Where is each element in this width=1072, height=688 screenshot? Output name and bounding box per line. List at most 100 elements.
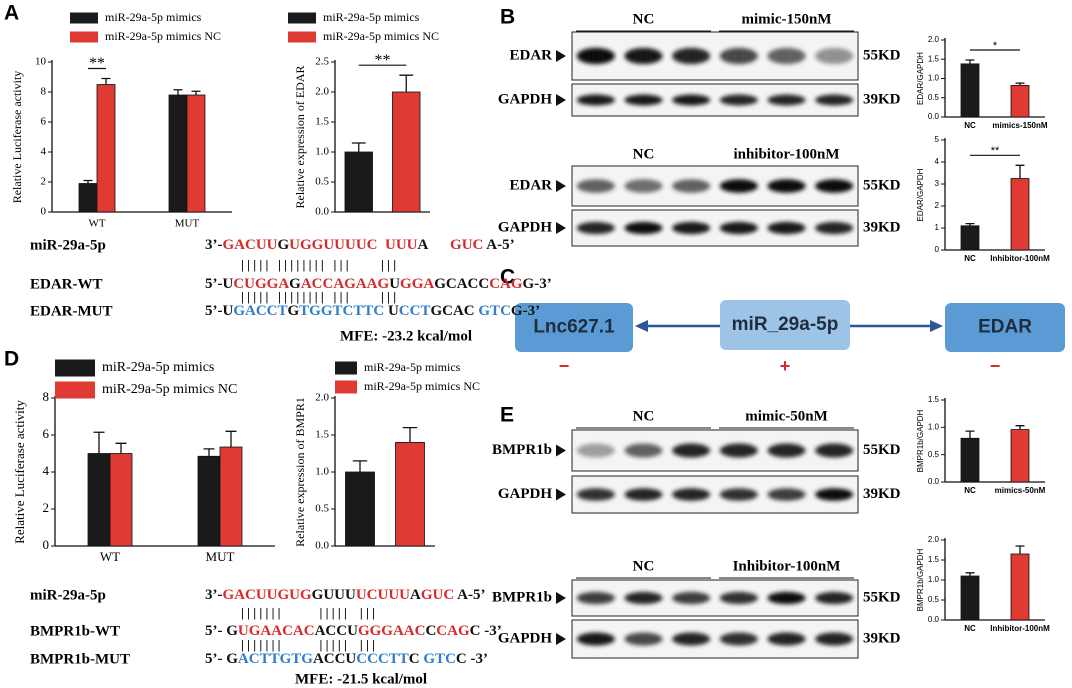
y-tick-label: 5: [935, 135, 940, 144]
blot-band: [624, 488, 663, 501]
legend-swatch: [335, 380, 357, 394]
sequence-segment: G: [278, 237, 290, 253]
panel-letter: E: [500, 404, 514, 427]
y-axis-label: Relative Luciferase activity: [12, 400, 27, 544]
y-tick-label: 1.5: [315, 116, 329, 128]
y-tick-label: 1.0: [315, 146, 329, 158]
blot-band: [767, 221, 806, 235]
x-tick-label: Inhibitor-100nM: [990, 254, 1050, 263]
blot-band: [815, 221, 854, 235]
blot-row-label: GAPDH: [498, 219, 552, 235]
x-tick-label: NC: [964, 121, 976, 130]
bar: [87, 453, 111, 547]
blot-row-label: GAPDH: [498, 486, 552, 502]
blot-row-arrow: [556, 633, 566, 645]
blot-row-label: BMPR1b: [492, 442, 552, 458]
significance-label: **: [89, 55, 105, 72]
blot-row-arrow: [556, 444, 566, 457]
blot-band: [767, 47, 806, 65]
blot-band: [672, 591, 711, 605]
significance-label: **: [991, 145, 1000, 157]
blot-band: [767, 179, 806, 193]
y-tick-label: 1.5: [928, 555, 940, 564]
bar: [960, 63, 980, 118]
sequence-segment: TGGTCTTC: [299, 303, 384, 319]
bar: [109, 453, 133, 547]
blot-frame: [571, 209, 859, 247]
x-tick-label: mimics-50nM: [995, 486, 1046, 495]
error-bar: [351, 142, 366, 152]
base-pairs: | | | | | | | | | | | | | | |: [241, 605, 375, 620]
sequence-segment: A-5’: [454, 587, 485, 603]
bar: [1010, 429, 1030, 483]
y-tick-label: 6: [43, 426, 50, 441]
node-box: [720, 300, 850, 350]
sequence-segment: C -3’: [470, 623, 502, 639]
bar: [395, 441, 425, 547]
blot-band: [576, 632, 615, 646]
sequence-segment: [378, 237, 386, 253]
blot-band: [815, 47, 854, 65]
x-tick-label: WT: [88, 218, 105, 230]
y-tick-label: 0.0: [928, 477, 940, 486]
legend-swatch: [55, 359, 95, 377]
y-tick-label: 0.5: [928, 450, 940, 459]
sequence-segment: GUC: [421, 587, 454, 603]
sequence-segment: ACTTGTG: [238, 651, 313, 667]
y-tick-label: 1.5: [928, 395, 940, 404]
sequence-segment: UGAACAC: [238, 623, 315, 639]
sequence-label: miR-29a-5p: [30, 587, 106, 603]
y-tick-label: 4: [43, 463, 50, 478]
sequence-label: EDAR-WT: [30, 276, 103, 292]
legend-label: miR-29a-5p mimics: [323, 10, 420, 24]
blot-band: [672, 179, 711, 193]
node-label: Lnc627.1: [533, 317, 615, 338]
sequence-segment: G: [288, 303, 300, 319]
sequence-segment: U: [384, 303, 399, 319]
blot-band: [576, 443, 615, 458]
legend-swatch: [288, 31, 316, 43]
panel-letter: A: [4, 2, 19, 25]
blot-row-arrow: [556, 222, 566, 234]
node-box: [515, 303, 633, 352]
error-bar: [203, 448, 215, 457]
sequence-segment: A-5’: [483, 237, 514, 253]
error-bar: [101, 77, 111, 85]
blot-band: [767, 591, 806, 605]
error-bar: [173, 89, 183, 95]
error-bar: [965, 430, 975, 439]
sequence: 5’-UCUGGAGACCAGAAGUGGAGCACCCAGG-3’: [205, 276, 552, 292]
arrow-head: [930, 320, 943, 332]
y-axis-label: Relative Luciferase activity: [10, 71, 24, 204]
y-tick-label: 0: [935, 245, 940, 254]
y-tick-label: 2: [41, 176, 47, 188]
sequence-label: BMPR1b-MUT: [30, 651, 130, 667]
x-tick-label: NC: [964, 486, 976, 495]
y-tick-label: 2.0: [315, 86, 329, 98]
sequence-segment: GCAC: [430, 303, 478, 319]
y-tick-label: 2.0: [315, 392, 329, 404]
legend-label: miR-29a-5p mimics: [364, 360, 461, 374]
y-tick-label: 0.5: [315, 176, 329, 188]
bar: [1010, 553, 1030, 621]
sequence-segment: C: [425, 623, 436, 639]
x-tick-label: WT: [100, 549, 120, 564]
blot-frame: [571, 31, 859, 81]
bar: [960, 225, 980, 251]
blot-frame: [571, 429, 859, 472]
y-tick-label: 0: [43, 537, 50, 552]
node-box: [945, 303, 1065, 352]
blot-frame: [571, 619, 859, 659]
error-bar: [965, 572, 975, 576]
sequence-segment: GGGAAC: [358, 623, 426, 639]
y-tick-label: 3: [935, 179, 940, 188]
sequence-segment: GACUUGUG: [223, 587, 312, 603]
y-tick-label: 2.0: [928, 535, 940, 544]
blot-row-label: GAPDH: [498, 91, 552, 107]
y-tick-label: 4: [41, 146, 47, 158]
legend-swatch: [55, 381, 95, 399]
sequence-segment: GUUU: [312, 587, 356, 603]
sequence-segment: CAG: [436, 623, 470, 639]
sequence-segment: CCT: [399, 303, 431, 319]
error-bar: [225, 430, 237, 448]
